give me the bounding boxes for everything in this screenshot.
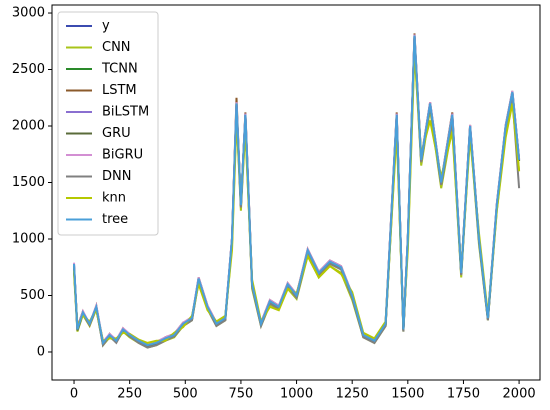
legend-label: tree <box>102 212 128 227</box>
x-tick-label: 0 <box>70 387 78 402</box>
x-tick-label: 1250 <box>336 387 369 402</box>
x-tick-label: 500 <box>173 387 198 402</box>
y-tick-label: 0 <box>37 344 45 359</box>
series-line <box>73 35 521 347</box>
legend-label: CNN <box>102 40 131 55</box>
y-tick-label: 1500 <box>12 175 45 190</box>
plot-frame <box>51 4 541 381</box>
legend-label: BiGRU <box>102 148 143 163</box>
y-tick-label: 500 <box>20 288 45 303</box>
y-tick-label: 2000 <box>12 119 45 134</box>
x-tick-label: 1750 <box>447 387 480 402</box>
y-tick-label: 1000 <box>12 231 45 246</box>
x-tick-label: 250 <box>117 387 142 402</box>
legend-label: DNN <box>102 169 131 184</box>
legend-label: LSTM <box>102 83 137 98</box>
legend-label: y <box>102 19 110 34</box>
legend-label: TCNN <box>101 62 138 77</box>
y-tick-label: 2500 <box>12 62 45 77</box>
y-tick-label: 3000 <box>12 6 45 21</box>
x-tick-label: 750 <box>229 387 254 402</box>
legend-label: GRU <box>102 126 131 141</box>
legend-label: BiLSTM <box>102 105 149 120</box>
x-tick-label: 1500 <box>391 387 424 402</box>
legend-box <box>57 11 159 236</box>
legend-label: knn <box>102 191 126 206</box>
x-tick-label: 1000 <box>280 387 313 402</box>
x-tick-label: 2000 <box>503 387 536 402</box>
